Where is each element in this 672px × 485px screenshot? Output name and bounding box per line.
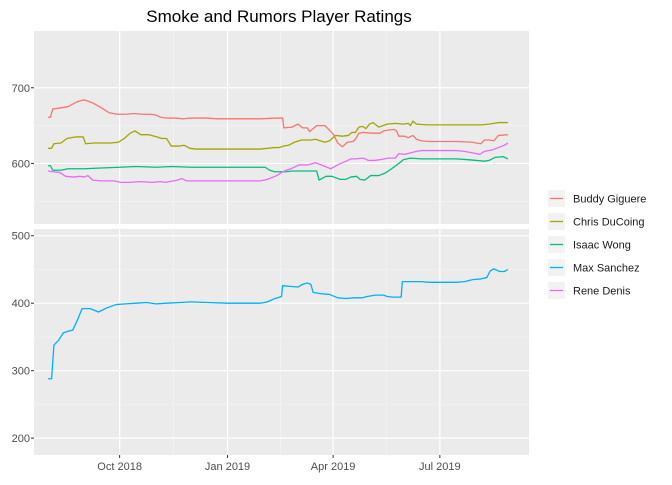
legend-item-rene-denis: Rene Denis bbox=[548, 282, 631, 299]
x-tick-label: Jan 2019 bbox=[205, 461, 250, 473]
x-tick-label: Jul 2019 bbox=[419, 461, 461, 473]
legend-item-chris-ducoing: Chris DuCoing bbox=[548, 213, 645, 230]
legend-label: Buddy Giguere bbox=[573, 194, 646, 206]
x-tick-label: Oct 2018 bbox=[97, 461, 142, 473]
y-tick-label: 600 bbox=[12, 158, 30, 170]
plot-panels: 600 700 200 300 400 500 bbox=[12, 31, 529, 455]
panel-background bbox=[34, 31, 529, 224]
legend-label: Isaac Wong bbox=[573, 240, 631, 252]
legend-item-isaac-wong: Isaac Wong bbox=[548, 236, 631, 253]
panel-bottom: 200 300 400 500 bbox=[12, 229, 529, 455]
legend-label: Rene Denis bbox=[573, 286, 631, 298]
chart-title: Smoke and Rumors Player Ratings bbox=[146, 7, 412, 26]
series-line-buddy-giguere bbox=[48, 99, 508, 148]
series-line-rene-denis bbox=[47, 142, 509, 184]
x-axis: Oct 2018 Jan 2019 Apr 2019 Jul 2019 bbox=[97, 455, 461, 473]
panel-background bbox=[34, 229, 529, 455]
legend: Buddy Giguere Chris DuCoing Isaac Wong Max … bbox=[548, 190, 646, 299]
legend-item-max-sanchez: Max Sanchez bbox=[548, 259, 640, 276]
y-tick-label: 500 bbox=[12, 231, 30, 243]
legend-label: Max Sanchez bbox=[573, 263, 640, 275]
x-tick-label: Apr 2019 bbox=[311, 461, 356, 473]
series-line-chris-ducoing bbox=[48, 120, 508, 150]
series-line-max-sanchez bbox=[48, 268, 509, 380]
legend-label: Chris DuCoing bbox=[573, 217, 645, 229]
y-tick-label: 300 bbox=[12, 366, 30, 378]
legend-item-buddy-giguere: Buddy Giguere bbox=[548, 190, 646, 207]
y-tick-label: 400 bbox=[12, 298, 30, 310]
y-tick-label: 200 bbox=[12, 433, 30, 445]
series-line-isaac-wong bbox=[48, 155, 509, 181]
panel-top: 600 700 bbox=[12, 31, 529, 224]
y-tick-label: 700 bbox=[12, 83, 30, 95]
